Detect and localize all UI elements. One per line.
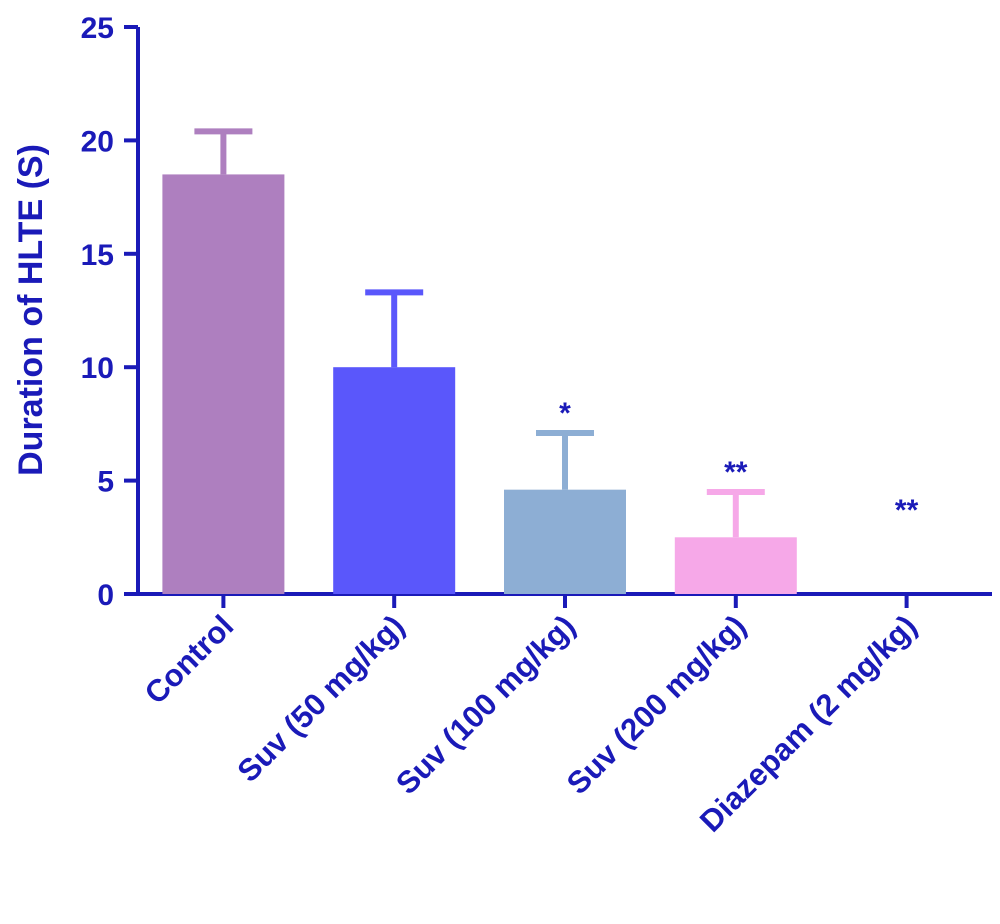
significance-label: ** (724, 456, 748, 489)
significance-label: * (559, 397, 571, 430)
y-tick-label: 5 (97, 466, 114, 499)
bar (504, 489, 626, 594)
y-tick-label: 0 (97, 579, 114, 612)
category-label: Suv (50 mg/kg) (230, 608, 411, 789)
significance-label: ** (895, 494, 919, 527)
bars (162, 128, 797, 595)
category-label: Suv (100 mg/kg) (389, 608, 582, 801)
y-tick-label: 10 (81, 352, 114, 385)
category-label: Suv (200 mg/kg) (560, 608, 753, 801)
y-tick-label: 20 (81, 125, 114, 158)
bar (162, 174, 285, 595)
y-axis-title: Duration of HLTE (S) (12, 144, 50, 476)
bar (674, 537, 797, 594)
category-label: Control (138, 608, 241, 711)
y-tick-label: 15 (81, 239, 114, 272)
bar (333, 367, 456, 594)
y-tick-label: 25 (81, 12, 114, 45)
